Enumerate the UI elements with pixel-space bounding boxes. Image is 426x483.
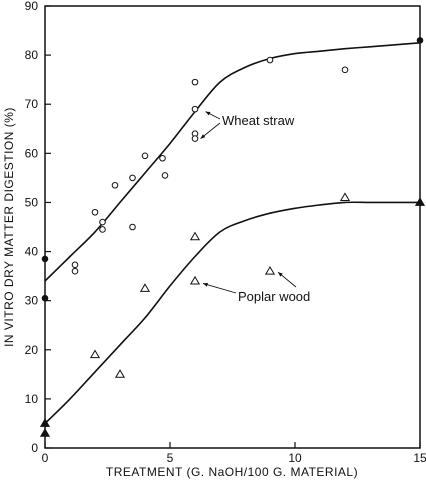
wheat-straw-point [129,223,136,231]
y-tick-label: 70 [25,97,39,111]
wheat-straw-point [91,208,99,216]
wheat-straw-point [111,181,119,189]
y-tick-label: 10 [25,392,39,406]
wheat-straw-point [191,105,199,113]
wheat-straw-point [99,226,106,233]
y-tick-label: 80 [25,48,39,62]
y-tick-label: 60 [25,146,39,160]
poplar-wood-point [39,418,51,427]
trend-lines [44,42,421,424]
wheat-straw-arrowhead [200,134,206,139]
x-tick-label: 0 [42,451,49,465]
trend-line-poplar-wood [44,201,420,424]
x-axis-title: TREATMENT (G. NaOH/100 G. MATERIAL) [106,465,358,479]
poplar-wood-point [39,428,51,437]
wheat-straw-point [161,172,169,179]
y-tick-label: 20 [25,343,39,357]
poplar-wood-point [189,275,201,285]
wheat-straw-point [266,56,274,64]
wheat-straw-point [141,152,149,160]
poplar-wood-point [114,369,126,378]
wheat-straw-point [341,66,349,74]
poplar-wood-point [264,266,276,275]
wheat-straw-point [99,218,106,226]
trend-line-wheat-straw [44,42,421,282]
y-tick-label: 30 [25,294,39,308]
wheat-straw-point [71,267,79,275]
wheat-straw-label: Wheat straw [222,113,295,128]
poplar-wood-point [139,283,151,292]
poplar-wood-point [339,192,351,201]
y-tick-label: 40 [25,245,39,259]
annotations: Wheat straw Poplar wood [200,111,310,304]
wheat-straw-point [191,135,199,142]
poplar-wood-arrowhead [278,272,283,277]
wheat-straw-point [159,154,166,162]
wheat-straw-point [41,294,49,302]
wheat-straw-arrowhead [205,111,211,116]
x-tick-label: 5 [167,451,174,465]
data-markers [39,37,426,437]
poplar-wood-label: Poplar wood [238,289,310,304]
tick-labels: 0 10 20 30 40 50 60 70 80 90 0 5 10 15 [25,0,426,465]
y-axis-title: IN VITRO DRY MATTER DIGESTION (%) [2,107,16,347]
y-tick-label: 0 [31,441,38,455]
poplar-wood-pointer [202,283,237,294]
poplar-wood-point [414,197,426,206]
y-tick-label: 50 [25,195,39,209]
wheat-straw-point [191,78,199,86]
x-tick-label: 15 [413,451,426,465]
y-tick-label: 90 [25,0,39,13]
x-tick-label: 10 [288,451,302,465]
poplar-wood-point [89,349,101,359]
poplar-wood-arrowhead [203,282,208,287]
wheat-straw-point [129,174,136,182]
plot-area [44,5,421,449]
plot-frame [44,5,421,449]
poplar-wood-point [189,231,201,241]
wheat-straw-point [416,37,424,44]
wheat-straw-point [71,261,79,269]
wheat-straw-point [41,255,49,263]
